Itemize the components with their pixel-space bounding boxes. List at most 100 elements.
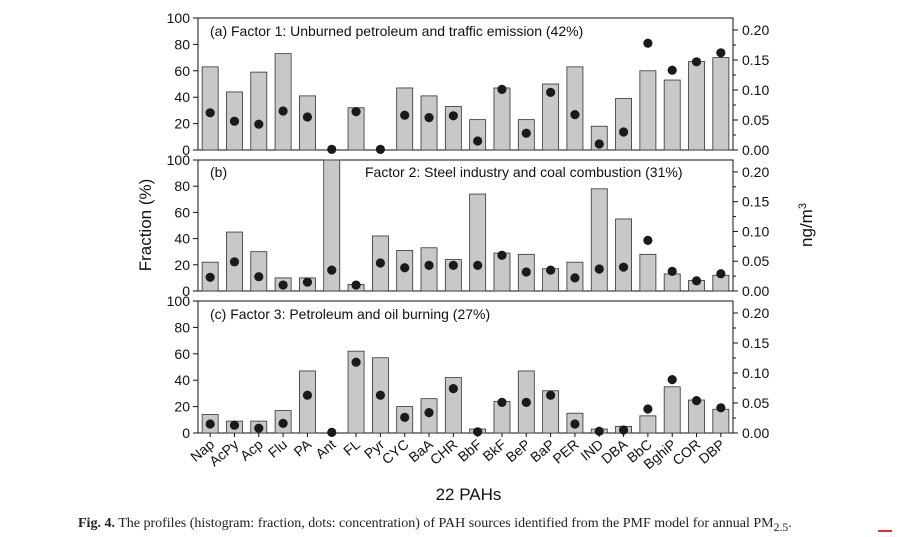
left-tick-label: 40 bbox=[174, 231, 190, 247]
right-tick-label: 0.15 bbox=[742, 52, 769, 68]
concentration-dot bbox=[546, 390, 556, 400]
fraction-bar bbox=[639, 253, 657, 292]
panel-title: (c) Factor 3: Petroleum and oil burning … bbox=[210, 306, 490, 322]
caption-text: The profiles (histogram: fraction, dots:… bbox=[118, 516, 774, 531]
fraction-bar bbox=[299, 95, 316, 151]
fraction-bar bbox=[250, 251, 268, 292]
fraction-bar bbox=[663, 386, 681, 434]
concentration-dot bbox=[448, 384, 458, 394]
concentration-dot bbox=[546, 87, 556, 97]
right-tick-label: 0.20 bbox=[742, 305, 769, 321]
fraction-bar bbox=[639, 415, 657, 434]
panel-title: (a) Factor 1: Unburned petroleum and tra… bbox=[210, 23, 583, 39]
concentration-dot bbox=[448, 111, 458, 121]
right-tick-label: 0.10 bbox=[742, 223, 769, 239]
concentration-dot bbox=[400, 110, 410, 120]
concentration-dot bbox=[716, 48, 726, 58]
concentration-dot bbox=[375, 258, 385, 268]
concentration-dot bbox=[643, 404, 653, 414]
left-tick-label: 20 bbox=[174, 399, 190, 415]
concentration-dot bbox=[691, 57, 702, 67]
concentration-dot bbox=[351, 280, 361, 290]
fraction-bar bbox=[566, 66, 584, 151]
x-tick-label: BkF bbox=[480, 436, 509, 464]
right-tick-label: 0.15 bbox=[742, 194, 769, 210]
fraction-bar bbox=[615, 218, 632, 292]
concentration-dot bbox=[473, 260, 483, 270]
concentration-dot bbox=[229, 257, 240, 267]
left-tick-label: 40 bbox=[174, 89, 190, 105]
concentration-dot bbox=[473, 136, 483, 146]
right-tick-label: 0.00 bbox=[742, 425, 769, 441]
concentration-dot bbox=[254, 119, 264, 129]
fraction-bar bbox=[299, 370, 316, 434]
concentration-dot bbox=[546, 265, 556, 275]
fraction-bar bbox=[542, 83, 560, 151]
concentration-dot bbox=[302, 112, 313, 122]
fraction-bar bbox=[712, 408, 730, 434]
left-tick-label: 80 bbox=[174, 178, 190, 194]
left-tick-label: 0 bbox=[182, 283, 190, 299]
concentration-dot bbox=[278, 280, 288, 290]
concentration-dot bbox=[521, 128, 531, 138]
concentration-dot bbox=[618, 262, 629, 272]
concentration-dot bbox=[667, 65, 677, 75]
fraction-bar bbox=[615, 98, 632, 151]
left-tick-label: 20 bbox=[174, 116, 190, 132]
left-tick-label: 100 bbox=[167, 10, 191, 26]
fraction-bar bbox=[274, 53, 292, 151]
concentration-dot bbox=[618, 127, 629, 137]
concentration-dot bbox=[327, 144, 337, 154]
right-tick-label: 0.10 bbox=[742, 365, 769, 381]
fraction-bar bbox=[420, 95, 438, 151]
fraction-bar bbox=[493, 87, 511, 151]
concentration-dot bbox=[375, 144, 385, 154]
concentration-dot bbox=[205, 419, 215, 429]
concentration-dot bbox=[667, 375, 677, 385]
concentration-dot bbox=[400, 412, 410, 422]
left-tick-label: 40 bbox=[174, 372, 190, 388]
left-tick-label: 60 bbox=[174, 346, 190, 362]
panel-frame bbox=[197, 300, 734, 434]
left-tick-label: 100 bbox=[167, 293, 191, 309]
left-tick-label: 0 bbox=[182, 142, 190, 158]
concentration-dot bbox=[594, 426, 604, 436]
concentration-dot bbox=[521, 267, 531, 277]
concentration-dot bbox=[424, 113, 434, 123]
left-tick-label: 60 bbox=[174, 204, 190, 220]
concentration-dot bbox=[643, 38, 653, 48]
y-axis-title-right: ng/m3 bbox=[797, 203, 816, 247]
concentration-dot bbox=[278, 418, 288, 428]
y-axis-title-left: Fraction (%) bbox=[136, 179, 155, 272]
concentration-dot bbox=[521, 397, 531, 407]
concentration-dot bbox=[497, 84, 507, 94]
concentration-dot bbox=[254, 272, 264, 282]
fraction-bar bbox=[590, 188, 608, 292]
concentration-dot bbox=[400, 263, 410, 273]
concentration-dot bbox=[594, 139, 604, 149]
right-tick-label: 0.05 bbox=[742, 253, 769, 269]
concentration-dot bbox=[229, 116, 240, 126]
right-tick-label: 0.05 bbox=[742, 112, 769, 128]
concentration-dot bbox=[205, 272, 215, 282]
fraction-bar bbox=[250, 71, 268, 151]
left-tick-label: 100 bbox=[167, 152, 191, 168]
x-tick-label: DBP bbox=[695, 436, 727, 467]
x-axis-title: 22 PAHs bbox=[436, 485, 502, 504]
fraction-bar bbox=[688, 61, 705, 151]
panel-frame bbox=[197, 159, 734, 292]
concentration-dot bbox=[473, 427, 483, 437]
fraction-bar bbox=[712, 57, 730, 151]
left-tick-label: 80 bbox=[174, 36, 190, 52]
x-tick-label: FL bbox=[340, 436, 363, 459]
concentration-dot bbox=[497, 397, 507, 407]
fraction-bar bbox=[323, 159, 341, 292]
right-tick-label: 0.05 bbox=[742, 395, 769, 411]
panel-frame bbox=[197, 17, 734, 151]
fraction-bar bbox=[639, 70, 657, 151]
right-tick-label: 0.00 bbox=[742, 142, 769, 158]
concentration-dot bbox=[229, 420, 240, 430]
concentration-dot bbox=[254, 423, 264, 433]
left-tick-label: 20 bbox=[174, 257, 190, 273]
